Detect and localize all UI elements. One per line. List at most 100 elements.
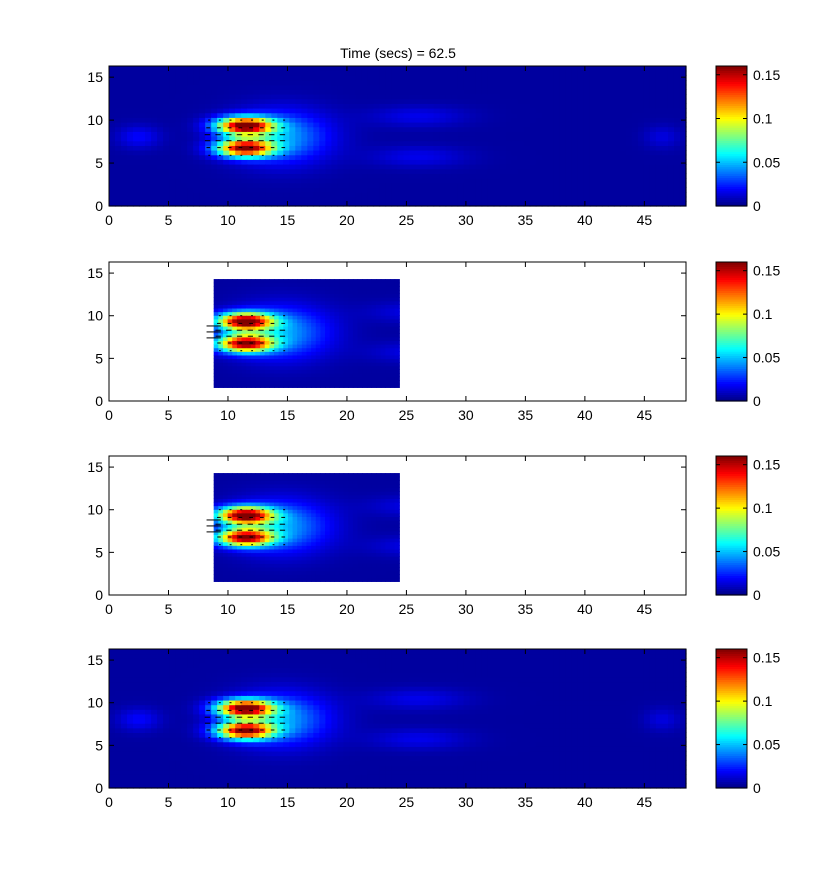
heatmap-cell (315, 297, 322, 302)
heatmap-cell (379, 196, 387, 202)
heatmap-cell (278, 354, 284, 360)
heatmap-cell (649, 112, 657, 118)
heatmap-cell (241, 351, 247, 356)
heatmap-cell (439, 126, 447, 132)
heatmap-cell (445, 145, 453, 151)
heatmap-cell (559, 201, 567, 207)
heatmap-cell (661, 94, 669, 100)
heatmap-cell (297, 279, 303, 284)
heatmap-cell (217, 150, 224, 156)
heatmap-cell (391, 136, 399, 142)
heatmap-cell (376, 344, 382, 349)
heatmap-cell (175, 164, 182, 170)
heatmap-cell (661, 84, 669, 90)
heatmap-cell (297, 318, 303, 323)
heatmap-cell (235, 103, 242, 109)
heatmap-cell (157, 168, 164, 174)
heatmap-cell (301, 340, 308, 345)
heatmap-cell (481, 164, 489, 170)
heatmap-cell (115, 154, 122, 160)
heatmap-cell (264, 570, 270, 575)
heatmap-cell (352, 369, 359, 374)
heatmap-cell (199, 117, 206, 123)
heatmap-cell (297, 473, 303, 478)
heatmap-cell (457, 66, 465, 72)
heatmap-cell (269, 530, 275, 536)
heatmap-cell (619, 140, 627, 146)
heatmap-cell (463, 168, 471, 174)
heatmap-cell (211, 187, 218, 193)
heatmap-cell (637, 70, 645, 76)
heatmap-cell (227, 570, 233, 575)
heatmap-cell (307, 150, 314, 156)
heatmap-cell (213, 336, 219, 342)
heatmap-cell (315, 286, 322, 291)
heatmap-cell (577, 108, 585, 114)
heatmap-cell (127, 75, 134, 81)
heatmap-cell (373, 98, 381, 104)
heatmap-cell (619, 136, 627, 142)
heatmap-cell (289, 178, 296, 184)
heatmap-cell (229, 89, 236, 95)
heatmap-cell (253, 84, 260, 90)
heatmap-cell (218, 362, 224, 367)
heatmap-cell (362, 376, 368, 381)
heatmap-cell (297, 365, 303, 370)
heatmap-cell (229, 192, 236, 198)
heatmap-cell (352, 315, 359, 320)
heatmap-cell (631, 98, 639, 104)
heatmap-cell (259, 136, 266, 142)
heatmap-cell (269, 473, 275, 478)
heatmap-cell (236, 483, 243, 489)
heatmap-cell (577, 84, 585, 90)
heatmap-cell (505, 201, 513, 207)
heatmap-cell (439, 159, 447, 165)
heatmap-cell (287, 304, 294, 309)
heatmap-cell (517, 94, 525, 100)
heatmap-cell (187, 98, 194, 104)
heatmap-cell (278, 487, 284, 492)
heatmap-cell (385, 122, 393, 128)
heatmap-cell (357, 380, 363, 385)
heatmap-cell (511, 122, 519, 128)
heatmap-cell (163, 75, 170, 81)
heatmap-cell (246, 509, 252, 514)
heatmap-cell (241, 534, 247, 539)
heatmap-cell (193, 192, 200, 198)
heatmap-cell (246, 282, 252, 287)
heatmap-cell (250, 369, 257, 374)
heatmap-cell (343, 80, 351, 86)
heatmap-cell (529, 136, 537, 142)
heatmap-cell (157, 145, 164, 151)
heatmap-cell (297, 311, 303, 316)
colorbar-band (716, 346, 747, 350)
heatmap-cell (274, 372, 280, 378)
heatmap-cell (589, 150, 597, 156)
heatmap-cell (301, 282, 308, 287)
heatmap-cell (394, 333, 400, 338)
heatmap-cell (371, 369, 377, 374)
heatmap-cell (241, 70, 248, 76)
heatmap-cell (427, 80, 435, 86)
heatmap-cell (235, 126, 242, 132)
heatmap-cell (265, 150, 272, 156)
heatmap-cell (481, 196, 489, 202)
heatmap-cell (366, 329, 373, 334)
heatmap-cell (571, 112, 579, 118)
heatmap-cell (379, 75, 387, 81)
heatmap-cell (649, 154, 657, 160)
heatmap-cell (409, 182, 417, 188)
heatmap-cell (127, 117, 134, 123)
heatmap-cell (493, 159, 501, 165)
heatmap-cell (439, 173, 447, 179)
heatmap-cell (274, 380, 280, 385)
heatmap-cell (352, 354, 359, 360)
heatmap-cell (169, 126, 176, 132)
heatmap-cell (181, 154, 188, 160)
heatmap-cell (559, 122, 567, 128)
heatmap-cell (394, 354, 400, 360)
heatmap-cell (109, 84, 116, 90)
heatmap-cell (403, 89, 411, 95)
heatmap-cell (415, 70, 423, 76)
heatmap-cell (187, 168, 194, 174)
